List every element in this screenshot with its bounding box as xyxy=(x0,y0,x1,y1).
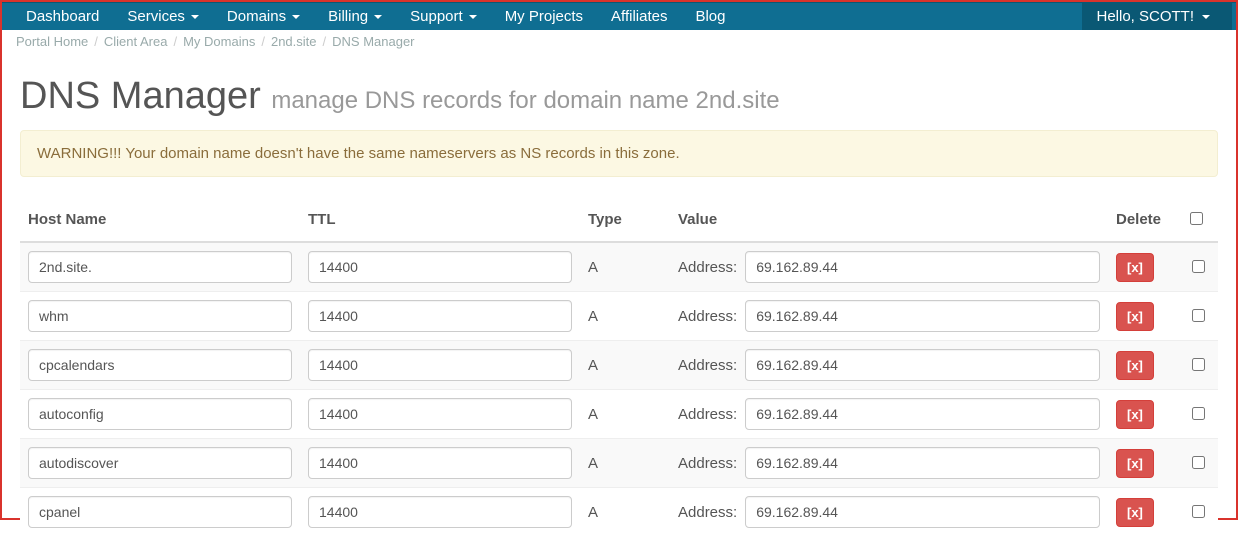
nav-item-label: Billing xyxy=(328,8,368,25)
value-label: Address: xyxy=(678,406,737,423)
value-input[interactable] xyxy=(745,447,1100,479)
row-select-checkbox[interactable] xyxy=(1192,260,1205,273)
warning-alert: WARNING!!! Your domain name doesn't have… xyxy=(20,130,1218,177)
host-input[interactable] xyxy=(28,300,292,332)
select-all-checkbox[interactable] xyxy=(1190,212,1203,225)
col-header-host: Host Name xyxy=(20,201,300,242)
delete-button[interactable]: [x] xyxy=(1116,351,1154,380)
nav-item-support[interactable]: Support xyxy=(396,3,491,30)
table-row: A Address: [x] xyxy=(20,390,1218,439)
col-header-checkbox xyxy=(1178,201,1218,242)
row-select-checkbox[interactable] xyxy=(1192,358,1205,371)
breadcrumb-item: DNS Manager xyxy=(332,34,414,49)
breadcrumb-separator: / xyxy=(261,34,265,49)
delete-button[interactable]: [x] xyxy=(1116,449,1154,478)
type-cell: A xyxy=(580,242,670,292)
ttl-input[interactable] xyxy=(308,300,572,332)
breadcrumb: Portal Home / Client Area / My Domains / 2nd.s… xyxy=(2,30,1236,49)
ttl-input[interactable] xyxy=(308,447,572,479)
col-header-delete: Delete xyxy=(1108,201,1178,242)
page-heading: DNS Manager manage DNS records for domai… xyxy=(20,75,1218,118)
nav-item-label: Affiliates xyxy=(611,8,667,25)
value-input[interactable] xyxy=(745,349,1100,381)
value-input[interactable] xyxy=(745,251,1100,283)
delete-button[interactable]: [x] xyxy=(1116,302,1154,331)
breadcrumb-item[interactable]: My Domains xyxy=(183,34,255,49)
page-container: DNS Manager manage DNS records for domai… xyxy=(2,49,1236,536)
value-label: Address: xyxy=(678,259,737,276)
row-select-checkbox[interactable] xyxy=(1192,309,1205,322)
table-row: A Address: [x] xyxy=(20,292,1218,341)
nav-item-my-projects[interactable]: My Projects xyxy=(491,3,597,30)
nav-item-label: My Projects xyxy=(505,8,583,25)
row-select-checkbox[interactable] xyxy=(1192,456,1205,469)
nav-right-group: Hello, SCOTT! xyxy=(1082,3,1236,30)
value-label: Address: xyxy=(678,504,737,521)
table-row: A Address: [x] xyxy=(20,439,1218,488)
table-row: A Address: [x] xyxy=(20,488,1218,536)
table-row: A Address: [x] xyxy=(20,341,1218,390)
page-title: DNS Manager xyxy=(20,75,261,117)
type-cell: A xyxy=(580,390,670,439)
type-cell: A xyxy=(580,292,670,341)
nav-left-group: Dashboard Services Domains Billing Support My… xyxy=(2,3,740,30)
value-input[interactable] xyxy=(745,496,1100,528)
nav-item-label: Support xyxy=(410,8,463,25)
col-header-ttl: TTL xyxy=(300,201,580,242)
breadcrumb-item[interactable]: 2nd.site xyxy=(271,34,317,49)
value-label: Address: xyxy=(678,357,737,374)
breadcrumb-item[interactable]: Portal Home xyxy=(16,34,88,49)
value-label: Address: xyxy=(678,455,737,472)
nav-item-label: Domains xyxy=(227,8,286,25)
nav-item-blog[interactable]: Blog xyxy=(681,3,739,30)
dns-records-table: Host Name TTL Type Value Delete A Address… xyxy=(20,201,1218,536)
delete-button[interactable]: [x] xyxy=(1116,253,1154,282)
delete-button[interactable]: [x] xyxy=(1116,400,1154,429)
type-cell: A xyxy=(580,439,670,488)
breadcrumb-item[interactable]: Client Area xyxy=(104,34,168,49)
row-select-checkbox[interactable] xyxy=(1192,407,1205,420)
host-input[interactable] xyxy=(28,398,292,430)
col-header-value: Value xyxy=(670,201,1108,242)
ttl-input[interactable] xyxy=(308,251,572,283)
chevron-down-icon xyxy=(469,15,477,19)
user-menu[interactable]: Hello, SCOTT! xyxy=(1082,3,1232,30)
nav-item-dashboard[interactable]: Dashboard xyxy=(12,3,113,30)
nav-item-domains[interactable]: Domains xyxy=(213,3,314,30)
value-input[interactable] xyxy=(745,398,1100,430)
chevron-down-icon xyxy=(191,15,199,19)
page-subtitle: manage DNS records for domain name 2nd.s… xyxy=(271,87,779,114)
value-label: Address: xyxy=(678,308,737,325)
user-greeting: Hello, SCOTT! xyxy=(1096,8,1194,25)
chevron-down-icon xyxy=(292,15,300,19)
nav-item-label: Dashboard xyxy=(26,8,99,25)
chevron-down-icon xyxy=(374,15,382,19)
main-navbar: Dashboard Services Domains Billing Support My… xyxy=(2,2,1236,30)
nav-item-billing[interactable]: Billing xyxy=(314,3,396,30)
delete-button[interactable]: [x] xyxy=(1116,498,1154,527)
breadcrumb-separator: / xyxy=(173,34,177,49)
nav-item-affiliates[interactable]: Affiliates xyxy=(597,3,681,30)
value-input[interactable] xyxy=(745,300,1100,332)
ttl-input[interactable] xyxy=(308,349,572,381)
col-header-type: Type xyxy=(580,201,670,242)
breadcrumb-separator: / xyxy=(323,34,327,49)
host-input[interactable] xyxy=(28,496,292,528)
type-cell: A xyxy=(580,488,670,536)
row-select-checkbox[interactable] xyxy=(1192,505,1205,518)
nav-item-label: Services xyxy=(127,8,185,25)
host-input[interactable] xyxy=(28,349,292,381)
breadcrumb-separator: / xyxy=(94,34,98,49)
chevron-down-icon xyxy=(1202,15,1210,19)
type-cell: A xyxy=(580,341,670,390)
nav-item-label: Blog xyxy=(695,8,725,25)
nav-item-services[interactable]: Services xyxy=(113,3,213,30)
ttl-input[interactable] xyxy=(308,398,572,430)
host-input[interactable] xyxy=(28,251,292,283)
ttl-input[interactable] xyxy=(308,496,572,528)
table-row: A Address: [x] xyxy=(20,242,1218,292)
host-input[interactable] xyxy=(28,447,292,479)
